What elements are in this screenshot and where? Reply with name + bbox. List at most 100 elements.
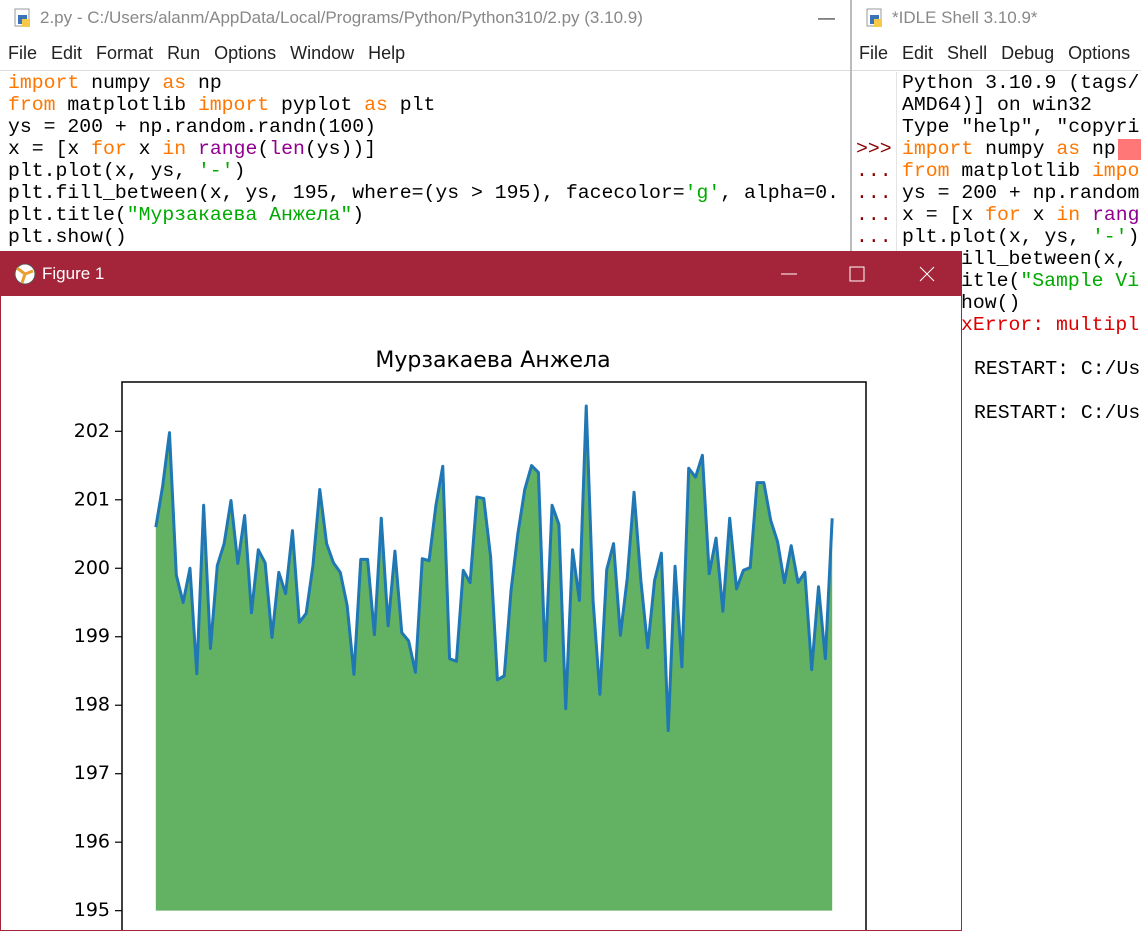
code-token: '-' (197, 160, 234, 182)
code-token: Type "help", "copyri (902, 116, 1140, 138)
window-controls (781, 266, 935, 282)
minimize-button[interactable]: — (818, 8, 835, 27)
code-token: matplotlib (55, 94, 198, 116)
code-token: RESTART: C:/Us (974, 402, 1141, 424)
code-line: plt.plot(x, ys, '-') (902, 226, 1139, 248)
code-token: import (8, 72, 80, 94)
shell-title: *IDLE Shell 3.10.9* (892, 8, 1038, 27)
code-line: AMD64)] on win32 (902, 94, 1139, 116)
code-token: x (126, 138, 163, 160)
code-line: plt.fill_between(x, ys, 195, where=(ys >… (8, 182, 839, 204)
y-tick-label: 199 (74, 625, 110, 647)
menu-item[interactable]: Options (214, 43, 277, 63)
code-token: plt.plot(x, ys, (902, 226, 1092, 248)
code-token: , alpha=0. (720, 182, 839, 204)
code-line: plt.plot(x, ys, '-') (8, 160, 839, 182)
menu-item[interactable]: File (859, 43, 889, 63)
menu-item[interactable]: Format (96, 43, 154, 63)
code-line: itle("Sample Vi (961, 270, 1139, 292)
code-token: AMD64)] on win32 (902, 94, 1092, 116)
chart-title: Мурзакаева Анжела (375, 348, 610, 373)
code-token: RESTART: C:/Us (974, 358, 1141, 380)
code-token: ill_between(x, (961, 248, 1128, 270)
code-token: x = [x (8, 138, 92, 160)
code-token: as (364, 94, 388, 116)
code-line: import numpy as np (902, 138, 1139, 160)
close-button[interactable] (919, 266, 935, 282)
editor-titlebar: 2.py - C:/Users/alanm/AppData/Local/Prog… (0, 0, 850, 36)
code-token: how() (961, 292, 1021, 314)
editor-menu: File Edit Format Run Options Window Help (0, 36, 850, 71)
figure-icon (14, 263, 36, 285)
prompt: ... (856, 204, 892, 226)
error-highlight (1118, 139, 1141, 160)
menu-item[interactable]: Edit (51, 43, 83, 63)
code-token (1080, 204, 1092, 226)
code-token: numpy (973, 138, 1057, 160)
prompt: >>> (856, 138, 892, 160)
code-token: ) (233, 160, 246, 182)
menu-item[interactable]: Run (167, 43, 201, 63)
code-token: numpy (79, 72, 163, 94)
code-line: Python 3.10.9 (tags/ (902, 72, 1139, 94)
code-token: from (8, 94, 56, 116)
prompt: ... (856, 182, 892, 204)
y-tick-label: 200 (74, 557, 110, 579)
axes-frame (121, 381, 867, 930)
code-token: as (162, 72, 187, 94)
code-token (186, 138, 198, 160)
code-line: x = [x for x in rang (902, 204, 1139, 226)
code-token: ) (1127, 226, 1140, 248)
code-token: import (902, 138, 974, 160)
code-line: import numpy as np (8, 72, 839, 94)
fill-area (155, 405, 833, 911)
code-line: x = [x for x in range(len(ys))] (8, 138, 839, 160)
menu-item[interactable]: Help (368, 43, 406, 63)
code-line: Type "help", "copyri (902, 116, 1139, 138)
code-token: plt.plot(x, ys, (8, 160, 198, 182)
code-token: range (197, 138, 258, 160)
code-token: "Мурзакаева Анжела" (126, 204, 353, 226)
menu-item[interactable]: Window (290, 43, 355, 63)
y-tick-label: 202 (74, 420, 110, 442)
menu-item[interactable]: Debug (1001, 43, 1055, 63)
editor-title: 2.py - C:/Users/alanm/AppData/Local/Prog… (40, 8, 643, 27)
code-token: xError: multipl (961, 314, 1140, 336)
y-tick-label: 198 (74, 694, 110, 716)
code-line: RESTART: C:/Us (974, 358, 1140, 380)
code-token: Python 3.10.9 (tags/ (902, 72, 1140, 94)
shell-titlebar: *IDLE Shell 3.10.9* (852, 0, 1141, 36)
code-token: '-' (1091, 226, 1128, 248)
menu-item[interactable]: Edit (902, 43, 934, 63)
shell-menu: File Edit Shell Debug Options (852, 36, 1141, 71)
prompt-column: >>>............ (852, 72, 897, 931)
prompt: ... (856, 226, 892, 248)
figure-title: Figure 1 (42, 264, 105, 283)
code-line: from matplotlib import pyplot as plt (8, 94, 839, 116)
y-tick-label: 197 (74, 762, 110, 784)
y-tick-label: 195 (74, 899, 110, 921)
code-token: in (1056, 204, 1081, 226)
python-icon (866, 8, 882, 27)
code-token: as (1056, 138, 1081, 160)
code-token: ( (257, 138, 270, 160)
code-token: for (985, 204, 1021, 226)
code-token: plt (387, 94, 436, 116)
code-line: ys = 200 + np.random (902, 182, 1139, 204)
code-token: np (186, 72, 222, 94)
menu-item[interactable]: Shell (947, 43, 988, 63)
maximize-button[interactable] (849, 266, 865, 282)
code-token: ys = 200 + np.random (902, 182, 1140, 204)
python-icon (14, 8, 30, 27)
code-token: pyplot (269, 94, 365, 116)
code-token: plt.title( (8, 204, 127, 226)
code-line: xError: multipl (961, 314, 1139, 336)
code-token: "Sample Vi (1020, 270, 1140, 292)
menu-item[interactable]: File (8, 43, 38, 63)
code-token: for (91, 138, 127, 160)
menu-item[interactable]: Options (1068, 43, 1131, 63)
prompt: ... (856, 160, 892, 182)
code-token: matplotlib (949, 160, 1092, 182)
code-token: import (197, 94, 270, 116)
